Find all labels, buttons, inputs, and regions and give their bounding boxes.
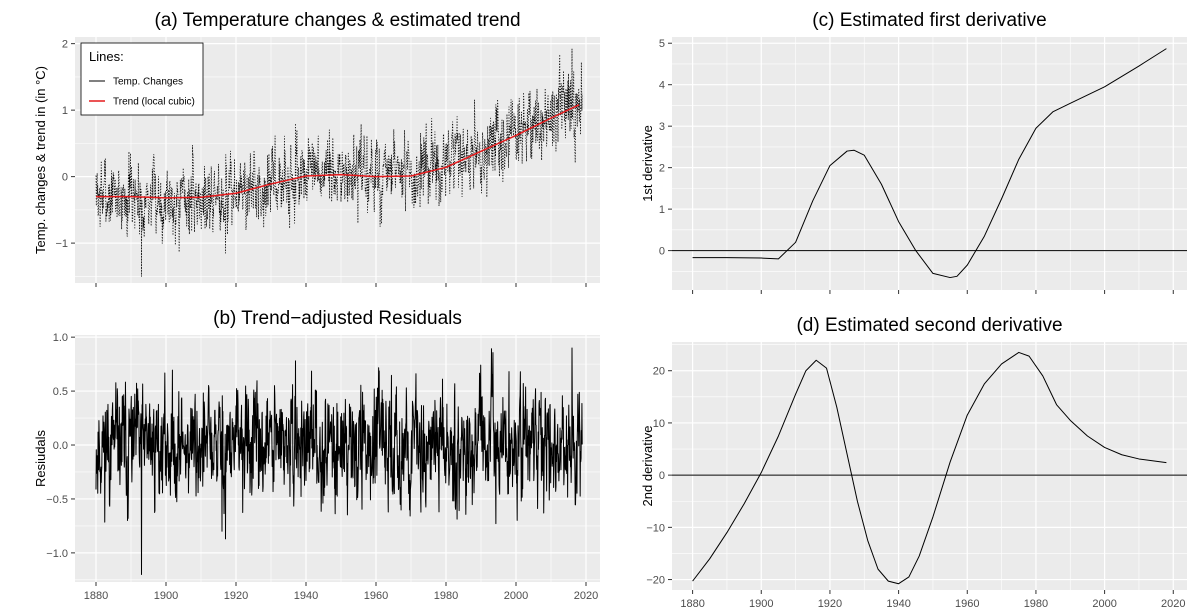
- legend: Lines: Temp. Changes Trend (local cubic): [80, 42, 204, 116]
- x-tick-label: 1960: [955, 598, 979, 610]
- legend-title: Lines:: [89, 49, 124, 64]
- y-tick-label: −1: [55, 238, 68, 250]
- x-tick-label: 1920: [818, 598, 842, 610]
- y-axis-label: 2nd derivative: [640, 426, 655, 507]
- panel-title: (a) Temperature changes & estimated tren…: [154, 10, 520, 31]
- series-line-d-0: [692, 351, 1167, 585]
- y-tick-label: 4: [659, 80, 665, 92]
- y-axis-label: Temp. changes & trend in (in °C): [33, 66, 48, 254]
- series-line-b-0: [95, 347, 583, 575]
- x-tick-label: 1900: [749, 598, 773, 610]
- panel-b: −1.0 −0.5 0.0 0.5 1.0 1880 1900 1920 1940 1960 198…: [33, 308, 600, 602]
- x-tick-label: 2020: [574, 590, 598, 602]
- y-tick-label: 2: [659, 163, 665, 175]
- y-tick-label: 3: [659, 121, 665, 133]
- x-tick-label: 2020: [1161, 598, 1185, 610]
- y-tick-label: 0: [659, 246, 665, 258]
- x-tick-label: 1940: [886, 598, 910, 610]
- y-tick-label: 1: [659, 204, 665, 216]
- x-tick-label: 1880: [680, 598, 704, 610]
- y-tick-label: 20: [653, 366, 665, 378]
- y-tick-label: −0.5: [46, 494, 68, 506]
- y-tick-label: 0.0: [53, 440, 68, 452]
- legend-box: [80, 42, 204, 116]
- y-tick-label: −1.0: [46, 548, 68, 560]
- y-tick-label: 0: [659, 470, 665, 482]
- legend-entry: Trend (local cubic): [113, 97, 195, 108]
- x-tick-label: 1940: [294, 590, 318, 602]
- plot-background: [672, 37, 1187, 290]
- x-tick-label: 1880: [84, 590, 108, 602]
- series-line-a-1: [96, 104, 580, 199]
- series-line-c-0: [692, 48, 1167, 279]
- y-axis-label: Resiudals: [33, 429, 48, 487]
- y-tick-label: −10: [646, 522, 665, 534]
- y-tick-label: 1.0: [53, 332, 68, 344]
- y-tick-label: 2: [62, 39, 68, 51]
- y-tick-label: 1: [62, 105, 68, 117]
- panel-title: (b) Trend−adjusted Residuals: [213, 308, 462, 329]
- legend-entry: Temp. Changes: [113, 77, 183, 88]
- x-tick-label: 1980: [1024, 598, 1048, 610]
- y-tick-label: −20: [646, 575, 665, 587]
- y-tick-label: 5: [659, 38, 665, 50]
- x-tick-label: 1900: [154, 590, 178, 602]
- y-tick-label: 10: [653, 418, 665, 430]
- panel-a: −1 0 1 2 (a) Temperature changes & estimated…: [33, 10, 600, 287]
- x-tick-label: 1920: [224, 590, 248, 602]
- y-tick-label: 0.5: [53, 386, 68, 398]
- panel-d: −20 −10 0 10 20 1880 1900 1920 1940 1960 1980 2000 2…: [640, 315, 1187, 610]
- x-tick-label: 2000: [1092, 598, 1116, 610]
- x-tick-label: 2000: [504, 590, 528, 602]
- x-tick-label: 1960: [364, 590, 388, 602]
- panel-title: (c) Estimated first derivative: [812, 10, 1046, 31]
- x-tick-label: 1980: [434, 590, 458, 602]
- panel-title: (d) Estimated second derivative: [796, 315, 1062, 336]
- y-tick-label: 0: [62, 172, 68, 184]
- panel-c: 0 1 2 3 4 5 (c) Estimated first derivative 1st …: [640, 10, 1187, 294]
- y-axis-label: 1st derivative: [640, 125, 655, 202]
- plot-background: [672, 342, 1187, 590]
- series-line-a-0: [95, 48, 583, 277]
